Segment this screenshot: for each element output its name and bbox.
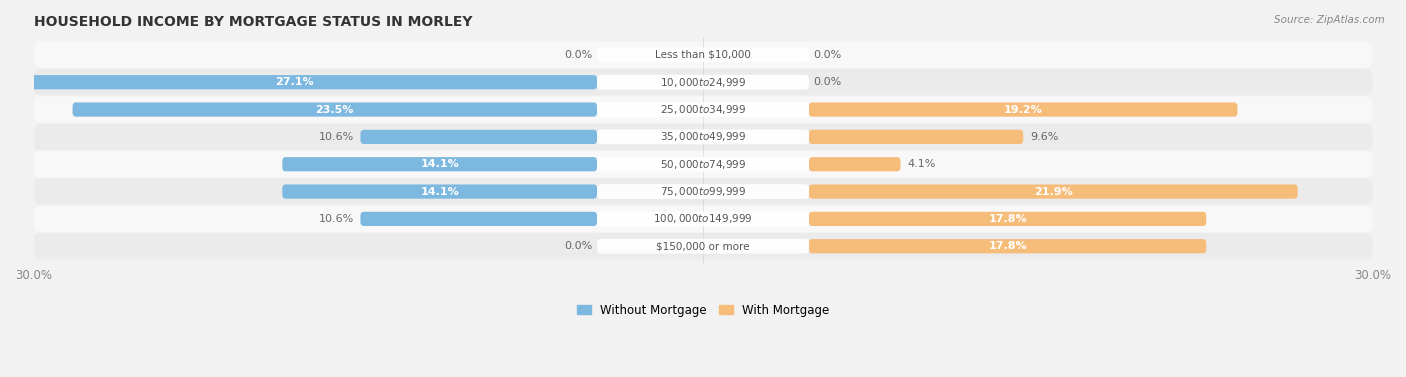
- Text: 10.6%: 10.6%: [319, 214, 354, 224]
- FancyBboxPatch shape: [598, 157, 808, 172]
- Text: 0.0%: 0.0%: [564, 241, 592, 251]
- Text: 27.1%: 27.1%: [276, 77, 314, 87]
- FancyBboxPatch shape: [283, 184, 598, 199]
- Text: 4.1%: 4.1%: [907, 159, 935, 169]
- Text: $150,000 or more: $150,000 or more: [657, 241, 749, 251]
- Text: Source: ZipAtlas.com: Source: ZipAtlas.com: [1274, 15, 1385, 25]
- Text: $100,000 to $149,999: $100,000 to $149,999: [654, 212, 752, 225]
- FancyBboxPatch shape: [808, 239, 1206, 253]
- FancyBboxPatch shape: [598, 239, 808, 254]
- FancyBboxPatch shape: [34, 178, 1372, 205]
- Text: 14.1%: 14.1%: [420, 187, 458, 196]
- FancyBboxPatch shape: [34, 124, 1372, 150]
- FancyBboxPatch shape: [73, 103, 598, 116]
- FancyBboxPatch shape: [34, 42, 1372, 68]
- FancyBboxPatch shape: [598, 211, 808, 226]
- Text: 14.1%: 14.1%: [420, 159, 458, 169]
- Text: 17.8%: 17.8%: [988, 241, 1026, 251]
- Text: $35,000 to $49,999: $35,000 to $49,999: [659, 130, 747, 143]
- FancyBboxPatch shape: [598, 130, 808, 144]
- FancyBboxPatch shape: [34, 97, 1372, 123]
- FancyBboxPatch shape: [598, 184, 808, 199]
- FancyBboxPatch shape: [360, 130, 598, 144]
- FancyBboxPatch shape: [34, 206, 1372, 232]
- FancyBboxPatch shape: [808, 212, 1206, 226]
- FancyBboxPatch shape: [34, 233, 1372, 259]
- FancyBboxPatch shape: [34, 151, 1372, 177]
- Text: 9.6%: 9.6%: [1031, 132, 1059, 142]
- FancyBboxPatch shape: [34, 69, 1372, 95]
- Text: 19.2%: 19.2%: [1004, 104, 1043, 115]
- FancyBboxPatch shape: [808, 184, 1298, 199]
- Text: 23.5%: 23.5%: [315, 104, 354, 115]
- FancyBboxPatch shape: [598, 102, 808, 117]
- Text: 21.9%: 21.9%: [1033, 187, 1073, 196]
- Text: 0.0%: 0.0%: [814, 77, 842, 87]
- FancyBboxPatch shape: [808, 130, 1024, 144]
- FancyBboxPatch shape: [0, 75, 598, 89]
- FancyBboxPatch shape: [808, 157, 900, 171]
- Text: $75,000 to $99,999: $75,000 to $99,999: [659, 185, 747, 198]
- Text: 0.0%: 0.0%: [814, 50, 842, 60]
- Text: HOUSEHOLD INCOME BY MORTGAGE STATUS IN MORLEY: HOUSEHOLD INCOME BY MORTGAGE STATUS IN M…: [34, 15, 472, 29]
- FancyBboxPatch shape: [283, 157, 598, 171]
- Text: Less than $10,000: Less than $10,000: [655, 50, 751, 60]
- Text: $25,000 to $34,999: $25,000 to $34,999: [659, 103, 747, 116]
- FancyBboxPatch shape: [598, 48, 808, 62]
- Text: $50,000 to $74,999: $50,000 to $74,999: [659, 158, 747, 171]
- Text: 0.0%: 0.0%: [564, 50, 592, 60]
- Text: 10.6%: 10.6%: [319, 132, 354, 142]
- FancyBboxPatch shape: [598, 75, 808, 90]
- Text: $10,000 to $24,999: $10,000 to $24,999: [659, 76, 747, 89]
- Legend: Without Mortgage, With Mortgage: Without Mortgage, With Mortgage: [572, 299, 834, 322]
- Text: 17.8%: 17.8%: [988, 214, 1026, 224]
- FancyBboxPatch shape: [808, 103, 1237, 116]
- FancyBboxPatch shape: [360, 212, 598, 226]
